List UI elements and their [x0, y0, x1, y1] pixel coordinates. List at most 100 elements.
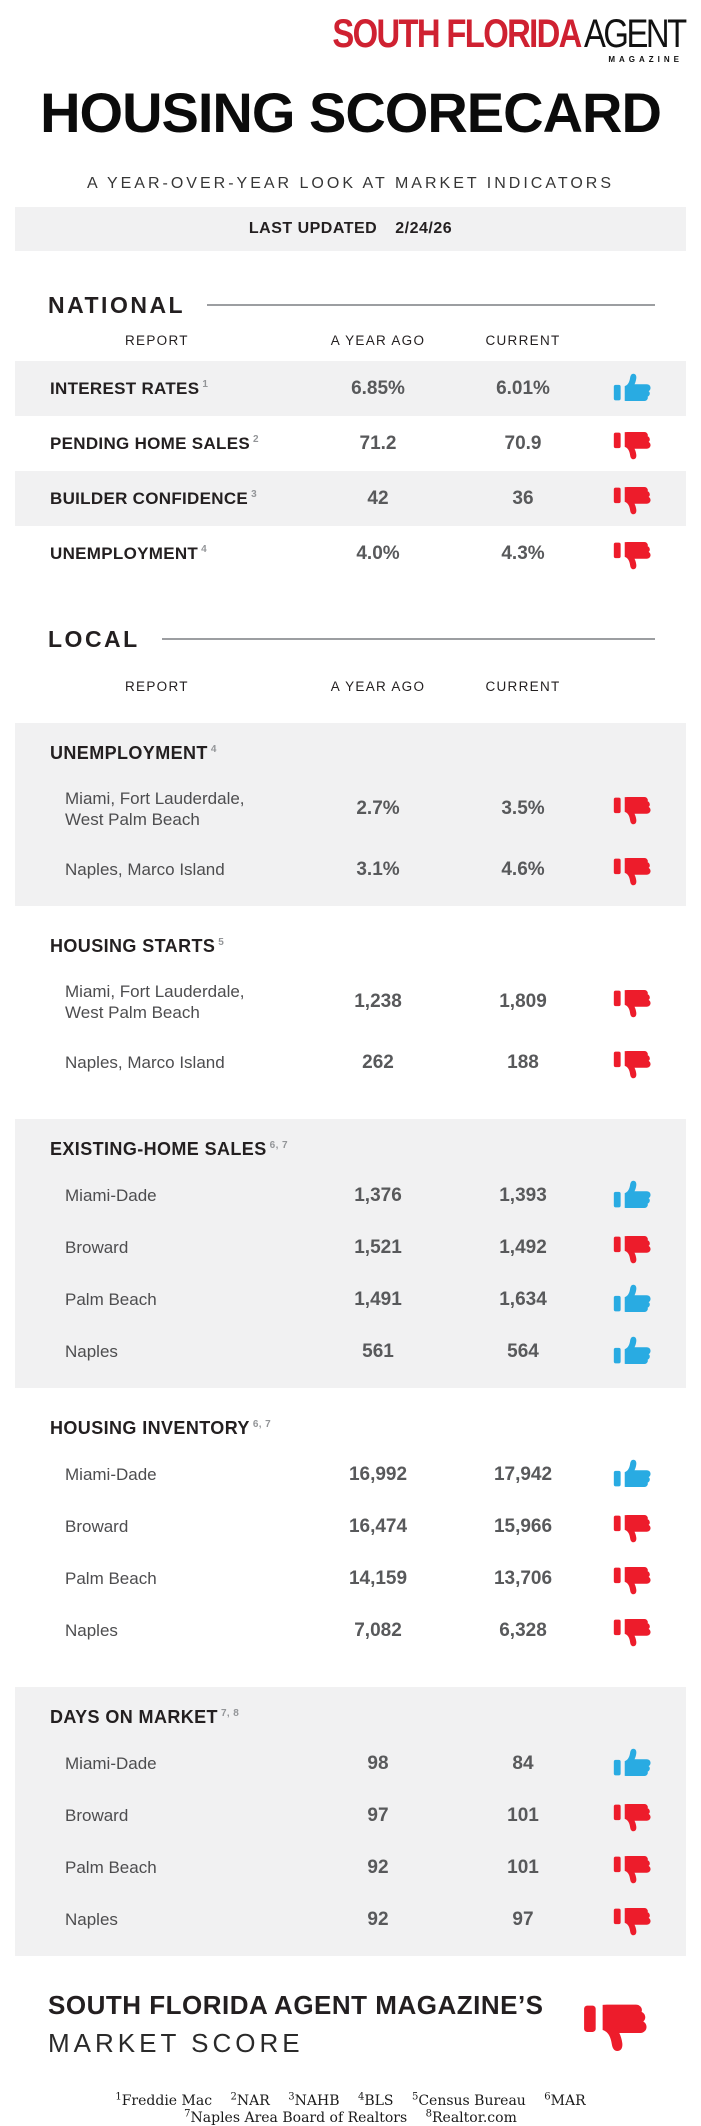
verdict-cell: [578, 985, 686, 1019]
thumbs-down-icon: [612, 427, 652, 461]
area-label: Naples: [65, 1621, 118, 1641]
thumbs-up-icon: [612, 1179, 652, 1213]
verdict-cell: [578, 1903, 686, 1937]
table-row-miami-msa: Miami, Fort Lauderdale, West Palm Beach …: [15, 971, 686, 1033]
column-header-current: CURRENT: [485, 332, 561, 348]
current-value: 17,942: [493, 1464, 553, 1485]
table-row-naples: Naples 561 564: [15, 1330, 686, 1374]
footnote-marker: 6, 7: [269, 1140, 288, 1151]
year-ago-value: 4.0%: [356, 542, 400, 564]
verdict-cell: [578, 1614, 686, 1648]
group-title-text: DAYS ON MARKET: [50, 1707, 218, 1727]
market-score-footer: SOUTH FLORIDA AGENT MAGAZINE’S MARKET SC…: [48, 1990, 649, 2059]
table-row-miami-dade: Miami-Dade 98 84: [15, 1742, 686, 1786]
local-heading-row: LOCAL: [48, 625, 655, 653]
area-label: Palm Beach: [65, 1290, 157, 1310]
thumbs-down-icon: [612, 792, 652, 826]
last-updated-bar: LAST UPDATED 2/24/26: [15, 207, 686, 251]
thumbs-down-icon: [612, 1614, 652, 1648]
table-row-broward: Broward 97 101: [15, 1794, 686, 1838]
year-ago-value: 1,376: [354, 1185, 402, 1206]
thumbs-down-icon: [612, 537, 652, 571]
thumbs-up-icon: [612, 1747, 652, 1781]
footnote-source: BLS: [364, 2092, 394, 2109]
current-value: 6.01%: [496, 377, 550, 399]
table-row-pending-home-sales: PENDING HOME SALES 2 71.2 70.9: [15, 416, 686, 471]
footnote-item: 3NAHB: [288, 2091, 339, 2109]
thumbs-down-icon: [612, 1851, 652, 1885]
heading-rule: [161, 638, 655, 640]
group-days-on-market: DAYS ON MARKET 7, 8 Miami-Dade 98 84 Brow…: [15, 1687, 686, 1956]
year-ago-value: 92: [367, 1857, 389, 1878]
area-label: Miami-Dade: [65, 1186, 157, 1206]
logo-wordmark: SOUTH FLORIDAAGENT: [333, 14, 688, 54]
footnote-marker: 3: [251, 488, 257, 500]
current-value: 564: [507, 1341, 539, 1362]
thumbs-down-icon: [612, 1231, 652, 1265]
year-ago-value: 6.85%: [351, 377, 405, 399]
section-local: LOCAL REPORT A YEAR AGO CURRENT UNEMPLOY…: [0, 625, 701, 1956]
verdict-cell: [578, 1283, 686, 1317]
table-row-miami-msa: Miami, Fort Lauderdale, West Palm Beach …: [15, 778, 686, 840]
verdict-cell: [578, 853, 686, 887]
row-label: PENDING HOME SALES 2: [15, 434, 288, 454]
verdict-cell: [578, 482, 686, 516]
row-label: INTEREST RATES 1: [15, 379, 288, 399]
table-row-naples: Naples 7,082 6,328: [15, 1609, 686, 1653]
current-value: 15,966: [493, 1516, 553, 1537]
group-unemployment: UNEMPLOYMENT 4 Miami, Fort Lauderdale, We…: [15, 723, 686, 906]
table-row-naples-msa: Naples, Marco Island 3.1% 4.6%: [15, 848, 686, 892]
footnote-source: Naples Area Board of Realtors: [190, 2110, 408, 2126]
footnote-item: 5Census Bureau: [412, 2091, 526, 2109]
verdict-cell: [578, 1231, 686, 1265]
thumbs-down-icon: [612, 1562, 652, 1596]
current-value: 101: [507, 1805, 539, 1826]
current-value: 70.9: [504, 432, 542, 454]
verdict-cell: [578, 427, 686, 461]
row-label: UNEMPLOYMENT 4: [15, 544, 288, 564]
column-header-year-ago: A YEAR AGO: [330, 332, 426, 348]
group-housing-starts: HOUSING STARTS 5 Miami, Fort Lauderdale, …: [15, 906, 686, 1111]
thumbs-down-icon: [581, 1996, 649, 2054]
page-title: HOUSING SCORECARD: [40, 81, 662, 144]
group-title: DAYS ON MARKET 7, 8: [50, 1707, 686, 1728]
table-row-unemployment-national: UNEMPLOYMENT 4 4.0% 4.3%: [15, 526, 686, 581]
thumbs-down-icon: [612, 985, 652, 1019]
report-name: UNEMPLOYMENT: [50, 543, 199, 563]
table-row-naples-msa: Naples, Marco Island 262 188: [15, 1041, 686, 1085]
verdict-cell: [578, 1510, 686, 1544]
area-label: Miami, Fort Lauderdale, West Palm Beach: [65, 788, 245, 829]
section-national: NATIONAL REPORT A YEAR AGO CURRENT INTER…: [0, 291, 701, 581]
footnote-marker: 2: [252, 433, 259, 445]
column-header-report: REPORT: [125, 678, 189, 694]
market-score-text: SOUTH FLORIDA AGENT MAGAZINE’S MARKET SC…: [48, 1990, 544, 2059]
thumbs-down-icon: [612, 1903, 652, 1937]
thumbs-down-icon: [612, 853, 652, 887]
verdict-cell: [578, 1179, 686, 1213]
current-value: 1,634: [499, 1289, 547, 1310]
footnote-marker: 7, 8: [220, 1708, 240, 1719]
footnote-marker: 1: [202, 378, 209, 390]
group-title: HOUSING STARTS 5: [50, 936, 686, 957]
current-value: 1,809: [499, 991, 547, 1012]
footnote-item: 2NAR: [231, 2091, 270, 2109]
verdict-cell: [578, 1747, 686, 1781]
area-label: Palm Beach: [65, 1569, 157, 1589]
column-header-report: REPORT: [125, 332, 189, 348]
market-score-line2: MARKET SCORE: [48, 2028, 304, 2058]
group-title: HOUSING INVENTORY 6, 7: [50, 1418, 686, 1439]
footnote-source: MAR: [550, 2092, 586, 2109]
report-name: PENDING HOME SALES: [50, 433, 250, 453]
table-row-naples: Naples 92 97: [15, 1898, 686, 1942]
table-row-interest-rates: INTEREST RATES 1 6.85% 6.01%: [15, 361, 686, 416]
national-column-headers: REPORT A YEAR AGO CURRENT: [15, 331, 686, 349]
area-label: Palm Beach: [65, 1858, 157, 1878]
verdict-cell: [578, 792, 686, 826]
current-value: 4.3%: [501, 542, 545, 564]
last-updated-label: LAST UPDATED: [248, 220, 378, 237]
report-name: INTEREST RATES: [50, 378, 200, 398]
group-title-text: HOUSING STARTS: [50, 936, 216, 956]
table-row-broward: Broward 1,521 1,492: [15, 1226, 686, 1270]
footnote-marker: 5: [218, 937, 225, 948]
